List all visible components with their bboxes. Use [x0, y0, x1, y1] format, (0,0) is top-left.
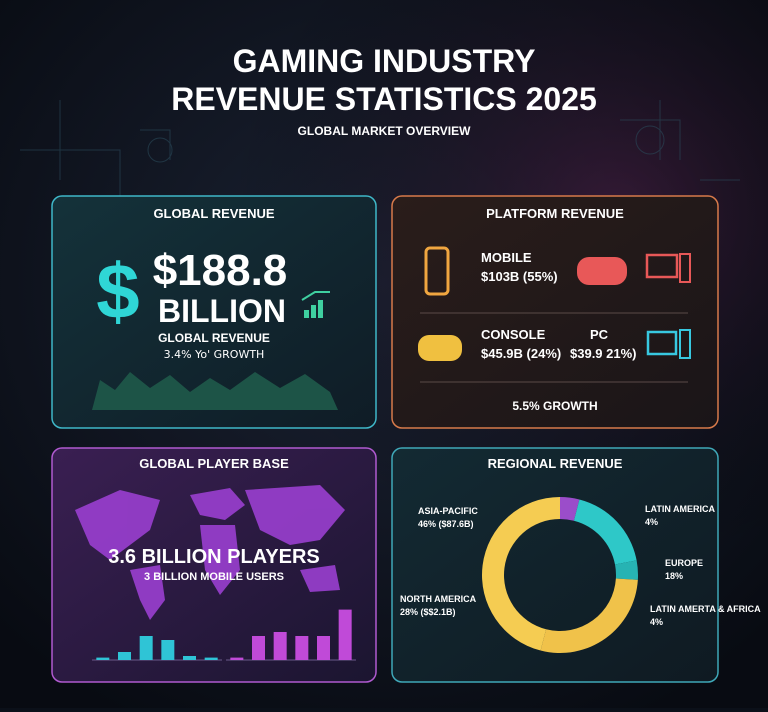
monitor-icon: [646, 330, 678, 356]
region-name: LATIN AMERICA: [645, 504, 715, 514]
platform-value: $39.9 21%): [570, 346, 637, 361]
monitor-icon: [645, 253, 679, 279]
panel-title: GLOBAL PLAYER BASE: [139, 456, 289, 471]
panel: [391, 195, 719, 429]
bar: [118, 652, 131, 660]
panel-title: GLOBAL REVENUE: [153, 206, 274, 221]
region-value: 18%: [665, 571, 683, 581]
region-value: 4%: [650, 617, 663, 627]
region-name: NORTH AMERICA: [400, 594, 477, 604]
platform-label: PC: [590, 327, 609, 342]
tower-icon: [679, 253, 691, 283]
region-value: 28% ($$2.1B): [400, 607, 456, 617]
world-map: [75, 485, 345, 620]
bar: [295, 636, 309, 660]
pixel-landscape: [92, 372, 338, 410]
growth: 5.5% GROWTH: [512, 399, 597, 413]
donut-segment: [540, 578, 638, 654]
bar: [204, 657, 218, 660]
panel-title: REGIONAL REVENUE: [488, 456, 623, 471]
gamepad-icon: [577, 257, 627, 285]
platform-value: $103B (55%): [481, 269, 558, 284]
tower-icon: [679, 329, 691, 359]
circuit-decoration: [20, 100, 740, 200]
region-name: ASIA-PACIFIC: [418, 506, 478, 516]
bar: [161, 640, 175, 660]
region-value: 46% ($87.6B): [418, 519, 474, 529]
region-name: LATIN AMERTA & AFRICA: [650, 604, 761, 614]
caption: GLOBAL REVENUE: [158, 331, 270, 345]
mobile-users: 3 BILLION MOBILE USERS: [144, 571, 284, 583]
panel: [391, 447, 719, 683]
dollar-icon: $: [96, 247, 139, 335]
gamepad-icon: [418, 335, 462, 361]
chart-icon: [301, 291, 330, 318]
phone-icon: [424, 246, 450, 296]
panel-title: PLATFORM REVENUE: [486, 206, 624, 221]
title-line: REVENUE STATISTICS 2025: [171, 81, 597, 117]
bar: [183, 656, 196, 660]
title-line: GAMING INDUSTRY: [233, 43, 536, 79]
donut-segment: [481, 497, 560, 651]
bar: [139, 636, 153, 660]
panel: [51, 195, 377, 429]
bar: [230, 657, 244, 660]
donut-segment: [560, 497, 580, 521]
platform-value: $45.9B (24%): [481, 346, 561, 361]
bar: [338, 609, 352, 660]
platform-label: MOBILE: [481, 250, 532, 265]
bar: [317, 636, 330, 660]
bar: [252, 636, 265, 660]
players: 3.6 BILLION PLAYERS: [108, 546, 320, 568]
region-value: 4%: [645, 517, 658, 527]
growth: 3.4% Yo' GROWTH: [164, 348, 265, 361]
revenue-amount: $188.8: [153, 246, 288, 295]
donut-segment: [615, 560, 638, 580]
subtitle: GLOBAL MARKET OVERVIEW: [298, 124, 472, 138]
bar: [96, 657, 110, 660]
donut-segment: [573, 499, 637, 565]
bar: [273, 632, 287, 660]
platform-label: CONSOLE: [481, 327, 546, 342]
revenue-unit: BILLION: [158, 293, 286, 329]
region-name: EUROPE: [665, 558, 703, 568]
